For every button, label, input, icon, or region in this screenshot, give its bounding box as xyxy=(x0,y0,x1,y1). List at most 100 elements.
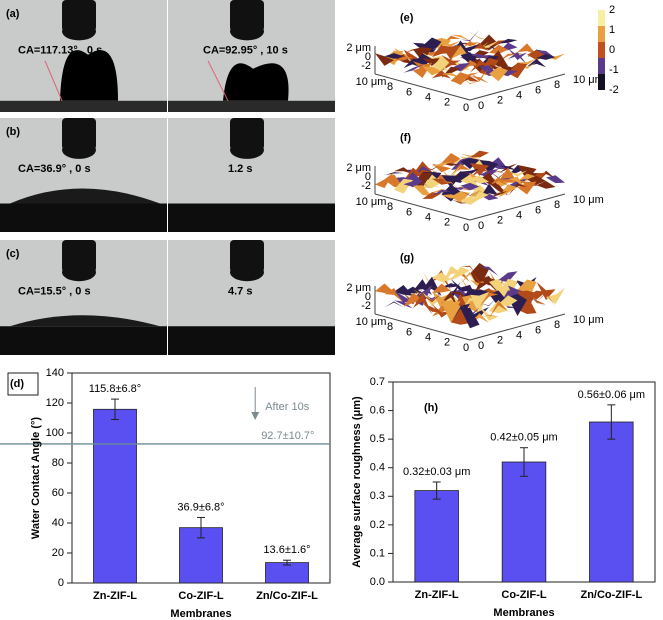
bar xyxy=(589,421,634,583)
needle-tip xyxy=(230,22,264,41)
surface-facet xyxy=(479,306,499,321)
surface-facet xyxy=(498,64,518,74)
surface-facet xyxy=(432,189,451,196)
surface-facet xyxy=(470,263,489,288)
photo-caption: CA=36.9° , 0 s xyxy=(18,163,91,175)
panel-label: (g) xyxy=(400,252,414,264)
y-tick-label: 4 xyxy=(516,330,522,342)
panel-label: (f) xyxy=(400,132,411,144)
surface-facet xyxy=(489,300,508,319)
surface-facet xyxy=(403,58,423,69)
surface-facet xyxy=(546,175,565,184)
surface-facet xyxy=(422,293,442,303)
y-tick-label: 120 xyxy=(46,397,64,409)
surface-facet xyxy=(375,283,394,293)
z-tick-label: 2 μm xyxy=(346,162,371,174)
tangent xyxy=(207,60,229,102)
surface-facet xyxy=(432,44,451,58)
z-tick-label: 0 xyxy=(365,291,371,303)
y-tick-label: 6 xyxy=(535,204,541,216)
surface-facet xyxy=(470,42,489,51)
y-tick-label: 80 xyxy=(52,457,64,469)
surface-facet xyxy=(441,283,461,288)
surface-facet xyxy=(451,266,470,280)
annotation: After 10s xyxy=(265,401,310,413)
y-tick-label: 0.2 xyxy=(370,519,385,531)
surface-facet xyxy=(413,166,432,177)
x-tick-label: 4 xyxy=(425,212,431,224)
bar xyxy=(414,490,459,583)
surface-facet xyxy=(470,175,489,184)
surface-facet xyxy=(479,40,499,49)
arrow-head xyxy=(251,411,260,420)
z-tick-label: 0 xyxy=(365,51,371,63)
x-tick-label: Co-ZIF-L xyxy=(178,590,223,602)
panel-label-box xyxy=(422,397,452,419)
value-label: 115.8±6.8° xyxy=(89,383,141,395)
y-tick-label: 10 μm xyxy=(573,194,604,206)
surface-facet xyxy=(394,300,413,309)
value-label: 0.56±0.06 μm xyxy=(578,389,645,401)
surface-facet xyxy=(470,53,489,59)
surface-facet xyxy=(470,291,489,314)
surface-facet xyxy=(460,174,480,188)
surface-facet xyxy=(546,53,565,60)
needle xyxy=(62,0,96,32)
surface-facet xyxy=(422,66,442,76)
surface-facet xyxy=(470,307,489,318)
surface-facet xyxy=(517,43,537,55)
surface-facet xyxy=(441,290,461,314)
needle-tip xyxy=(62,22,96,41)
surface-facet xyxy=(536,170,556,184)
surface-facet xyxy=(536,53,556,60)
surface-facet xyxy=(441,60,461,71)
surface-facet xyxy=(403,292,423,307)
panel-label: (e) xyxy=(400,12,414,24)
surface-facet xyxy=(517,61,537,69)
surface-facet xyxy=(384,174,404,188)
value-label: 0.42±0.05 μm xyxy=(490,432,557,444)
surface-facet xyxy=(460,182,480,191)
substrate xyxy=(168,100,335,112)
colorbar-label: -2 xyxy=(609,84,619,96)
panel-label: (b) xyxy=(6,126,20,138)
surface-facet xyxy=(489,66,508,82)
surface-facet xyxy=(470,75,489,84)
surface-facet xyxy=(508,176,527,191)
z-tick-label: -2 xyxy=(361,60,371,72)
x-tick-label: 2 xyxy=(444,337,450,349)
surface-facet xyxy=(498,184,518,198)
surface-facet xyxy=(498,278,518,302)
surface-facet xyxy=(460,284,480,304)
surface-facet xyxy=(470,282,489,301)
surface-facet xyxy=(451,186,470,191)
y-tick-label: 2 xyxy=(497,95,503,107)
axis xyxy=(469,193,566,221)
colorbar xyxy=(598,42,605,58)
surface-facet xyxy=(479,159,499,174)
y-tick-label: 0.7 xyxy=(370,376,385,388)
x-tick-label: 0 xyxy=(463,342,469,354)
surface-facet xyxy=(508,178,527,188)
needle xyxy=(62,240,96,273)
z-tick-label: 2 μm xyxy=(346,42,371,54)
y-tick-label: 0.6 xyxy=(370,404,385,416)
photo-caption: 4.7 s xyxy=(228,286,252,298)
surface-facet xyxy=(498,271,518,283)
panel-label-box xyxy=(7,372,39,396)
surface-facet xyxy=(384,53,404,59)
surface-facet xyxy=(375,172,394,189)
surface-facet xyxy=(441,184,461,202)
droplet xyxy=(10,188,160,204)
axis xyxy=(374,313,471,341)
surface-facet xyxy=(422,174,442,189)
axis xyxy=(374,193,471,221)
x-tick-label: 2 xyxy=(444,97,450,109)
surface-facet xyxy=(460,59,480,73)
surface-facet xyxy=(451,72,470,85)
surface-facet xyxy=(508,48,527,61)
x-tick-label: 0 xyxy=(463,102,469,114)
surface-facet xyxy=(508,52,527,65)
surface-facet xyxy=(375,53,394,66)
needle xyxy=(230,118,264,150)
